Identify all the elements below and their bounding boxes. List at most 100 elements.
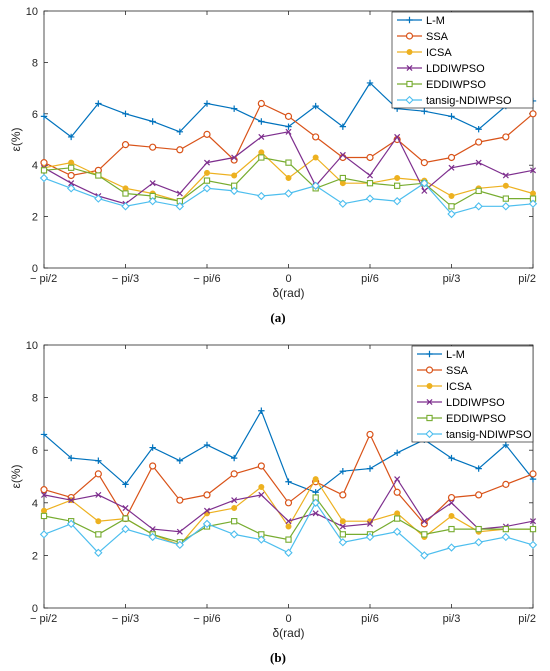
x-axis-label: δ(rad) (272, 286, 304, 300)
x-tick-label: − pi/3 (112, 273, 139, 285)
data-point (394, 510, 401, 517)
data-point (231, 154, 238, 161)
data-point (231, 518, 238, 525)
legend-entry: SSA (446, 365, 469, 377)
x-tick-label: − pi/2 (30, 613, 57, 625)
data-point (366, 465, 374, 472)
data-point (40, 431, 48, 438)
y-tick-label: 8 (32, 393, 38, 405)
legend-marker (406, 80, 413, 88)
data-point (502, 525, 509, 533)
data-point (394, 515, 401, 522)
y-tick-label: 8 (32, 57, 38, 69)
data-point (230, 454, 238, 462)
data-point (339, 518, 346, 525)
data-point (68, 180, 75, 187)
data-point (258, 133, 265, 140)
data-point (420, 179, 429, 188)
data-point (502, 133, 510, 141)
x-tick-label: pi/2 (518, 613, 536, 625)
data-point (66, 184, 76, 193)
data-point (257, 462, 265, 470)
data-point (40, 113, 48, 120)
data-point (421, 518, 428, 525)
legend-marker (426, 350, 433, 358)
data-point (41, 507, 47, 514)
legend-entry: LDDIWPSO (446, 397, 505, 409)
legend-marker (425, 429, 434, 439)
legend-entry: LDDIWPSO (426, 63, 485, 75)
data-point (95, 172, 102, 179)
data-point (448, 454, 455, 462)
data-point (447, 543, 456, 552)
y-tick-label: 10 (26, 6, 38, 18)
legend-entry: ICSA (426, 47, 452, 59)
legend-marker (425, 366, 434, 374)
data-point (528, 199, 538, 208)
data-point (175, 202, 185, 211)
legend-marker (406, 49, 413, 55)
data-point (149, 180, 156, 187)
data-point (474, 202, 483, 211)
data-point (95, 531, 102, 538)
data-point (284, 112, 293, 120)
data-point (149, 143, 157, 151)
data-point (258, 491, 265, 498)
data-point (338, 199, 348, 208)
y-tick-label: 6 (32, 445, 38, 457)
data-point (530, 190, 536, 197)
data-point (338, 538, 348, 547)
data-point (40, 159, 48, 167)
data-point (366, 520, 374, 527)
data-point (447, 493, 456, 502)
data-point (40, 491, 48, 498)
data-point (203, 177, 211, 184)
data-point (94, 548, 103, 557)
data-point (285, 128, 292, 135)
data-point (148, 532, 157, 542)
data-point (122, 110, 129, 117)
data-point (393, 449, 401, 457)
data-point (365, 194, 375, 203)
data-point (475, 525, 482, 533)
legend-marker (406, 16, 413, 24)
x-tick-label: pi/6 (361, 273, 379, 285)
data-point (312, 102, 319, 110)
data-point (529, 518, 537, 525)
data-point (95, 457, 102, 464)
data-point (67, 171, 75, 180)
data-point (176, 496, 184, 504)
x-tick-label: 0 (285, 613, 291, 625)
data-point (366, 180, 374, 187)
x-tick-label: pi/3 (443, 273, 461, 285)
data-point (176, 128, 184, 135)
x-axis-label: δ(rad) (272, 626, 304, 640)
legend: L-M SSA ICSA LDDIWPSO EDDIWPSO tansig-NDIWPSO (391, 11, 534, 109)
data-point (529, 525, 537, 533)
data-point (285, 536, 292, 543)
data-point (501, 532, 511, 542)
data-point (339, 531, 346, 538)
data-point (229, 186, 239, 196)
data-point (366, 172, 374, 179)
data-point (121, 202, 130, 211)
data-point (502, 195, 509, 202)
data-point (94, 194, 103, 203)
data-point (420, 551, 429, 560)
data-point (40, 512, 48, 520)
data-point (149, 444, 156, 451)
y-tick-label: 0 (32, 263, 38, 275)
data-point (448, 164, 455, 171)
y-axis-label: ε(%) (9, 127, 23, 151)
data-point (68, 164, 75, 171)
data-point (366, 153, 374, 162)
series-tansig-ndiwpso (39, 173, 538, 219)
data-point (149, 462, 157, 470)
legend-box (391, 11, 534, 109)
data-point (95, 518, 102, 525)
data-point (394, 133, 401, 140)
data-point (257, 535, 266, 544)
data-point (231, 497, 238, 504)
data-point (392, 527, 402, 536)
y-tick-label: 2 (32, 550, 38, 562)
